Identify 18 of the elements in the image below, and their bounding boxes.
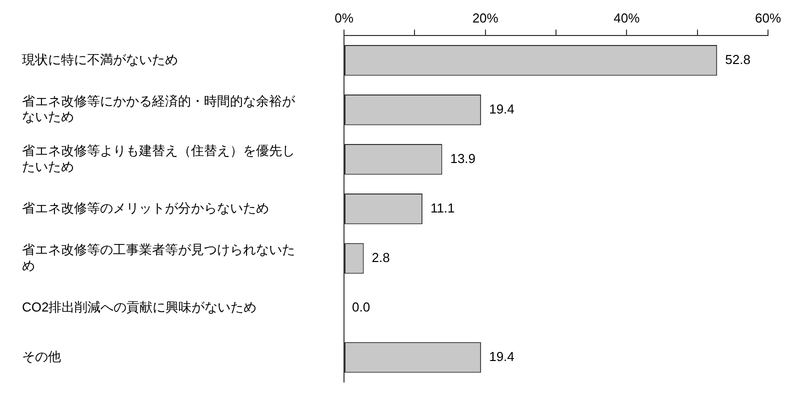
data-label: 2.8 bbox=[372, 250, 390, 265]
data-label: 0.0 bbox=[352, 300, 370, 315]
data-label: 19.4 bbox=[489, 349, 514, 364]
y-tick-label: その他 bbox=[22, 349, 61, 364]
y-tick-label: 省エネ改修等にかかる経済的・時間的な余裕がないため bbox=[22, 94, 296, 124]
data-label: 52.8 bbox=[725, 52, 750, 67]
data-label: 13.9 bbox=[450, 150, 476, 166]
data-label: 11.1 bbox=[430, 200, 455, 216]
x-tick-label: 40% bbox=[614, 10, 640, 26]
x-tick-label: 0% bbox=[334, 10, 354, 26]
y-tick-label: 省エネ改修等よりも建替え（住替え）を優先したいため bbox=[22, 143, 295, 174]
y-tick-label: 省エネ改修等の工事業者等が見つけられないため bbox=[22, 242, 295, 273]
x-tick-label: 20% bbox=[472, 10, 499, 26]
x-tick-label: 60% bbox=[754, 10, 782, 26]
data-label: 19.4 bbox=[489, 101, 514, 116]
y-tick-label: 現状に特に不満がないため bbox=[22, 52, 178, 67]
y-tick-label: CO2排出削減への貢献に興味がないため bbox=[22, 300, 257, 315]
y-tick-label: 省エネ改修等のメリットが分からないため bbox=[22, 200, 269, 216]
